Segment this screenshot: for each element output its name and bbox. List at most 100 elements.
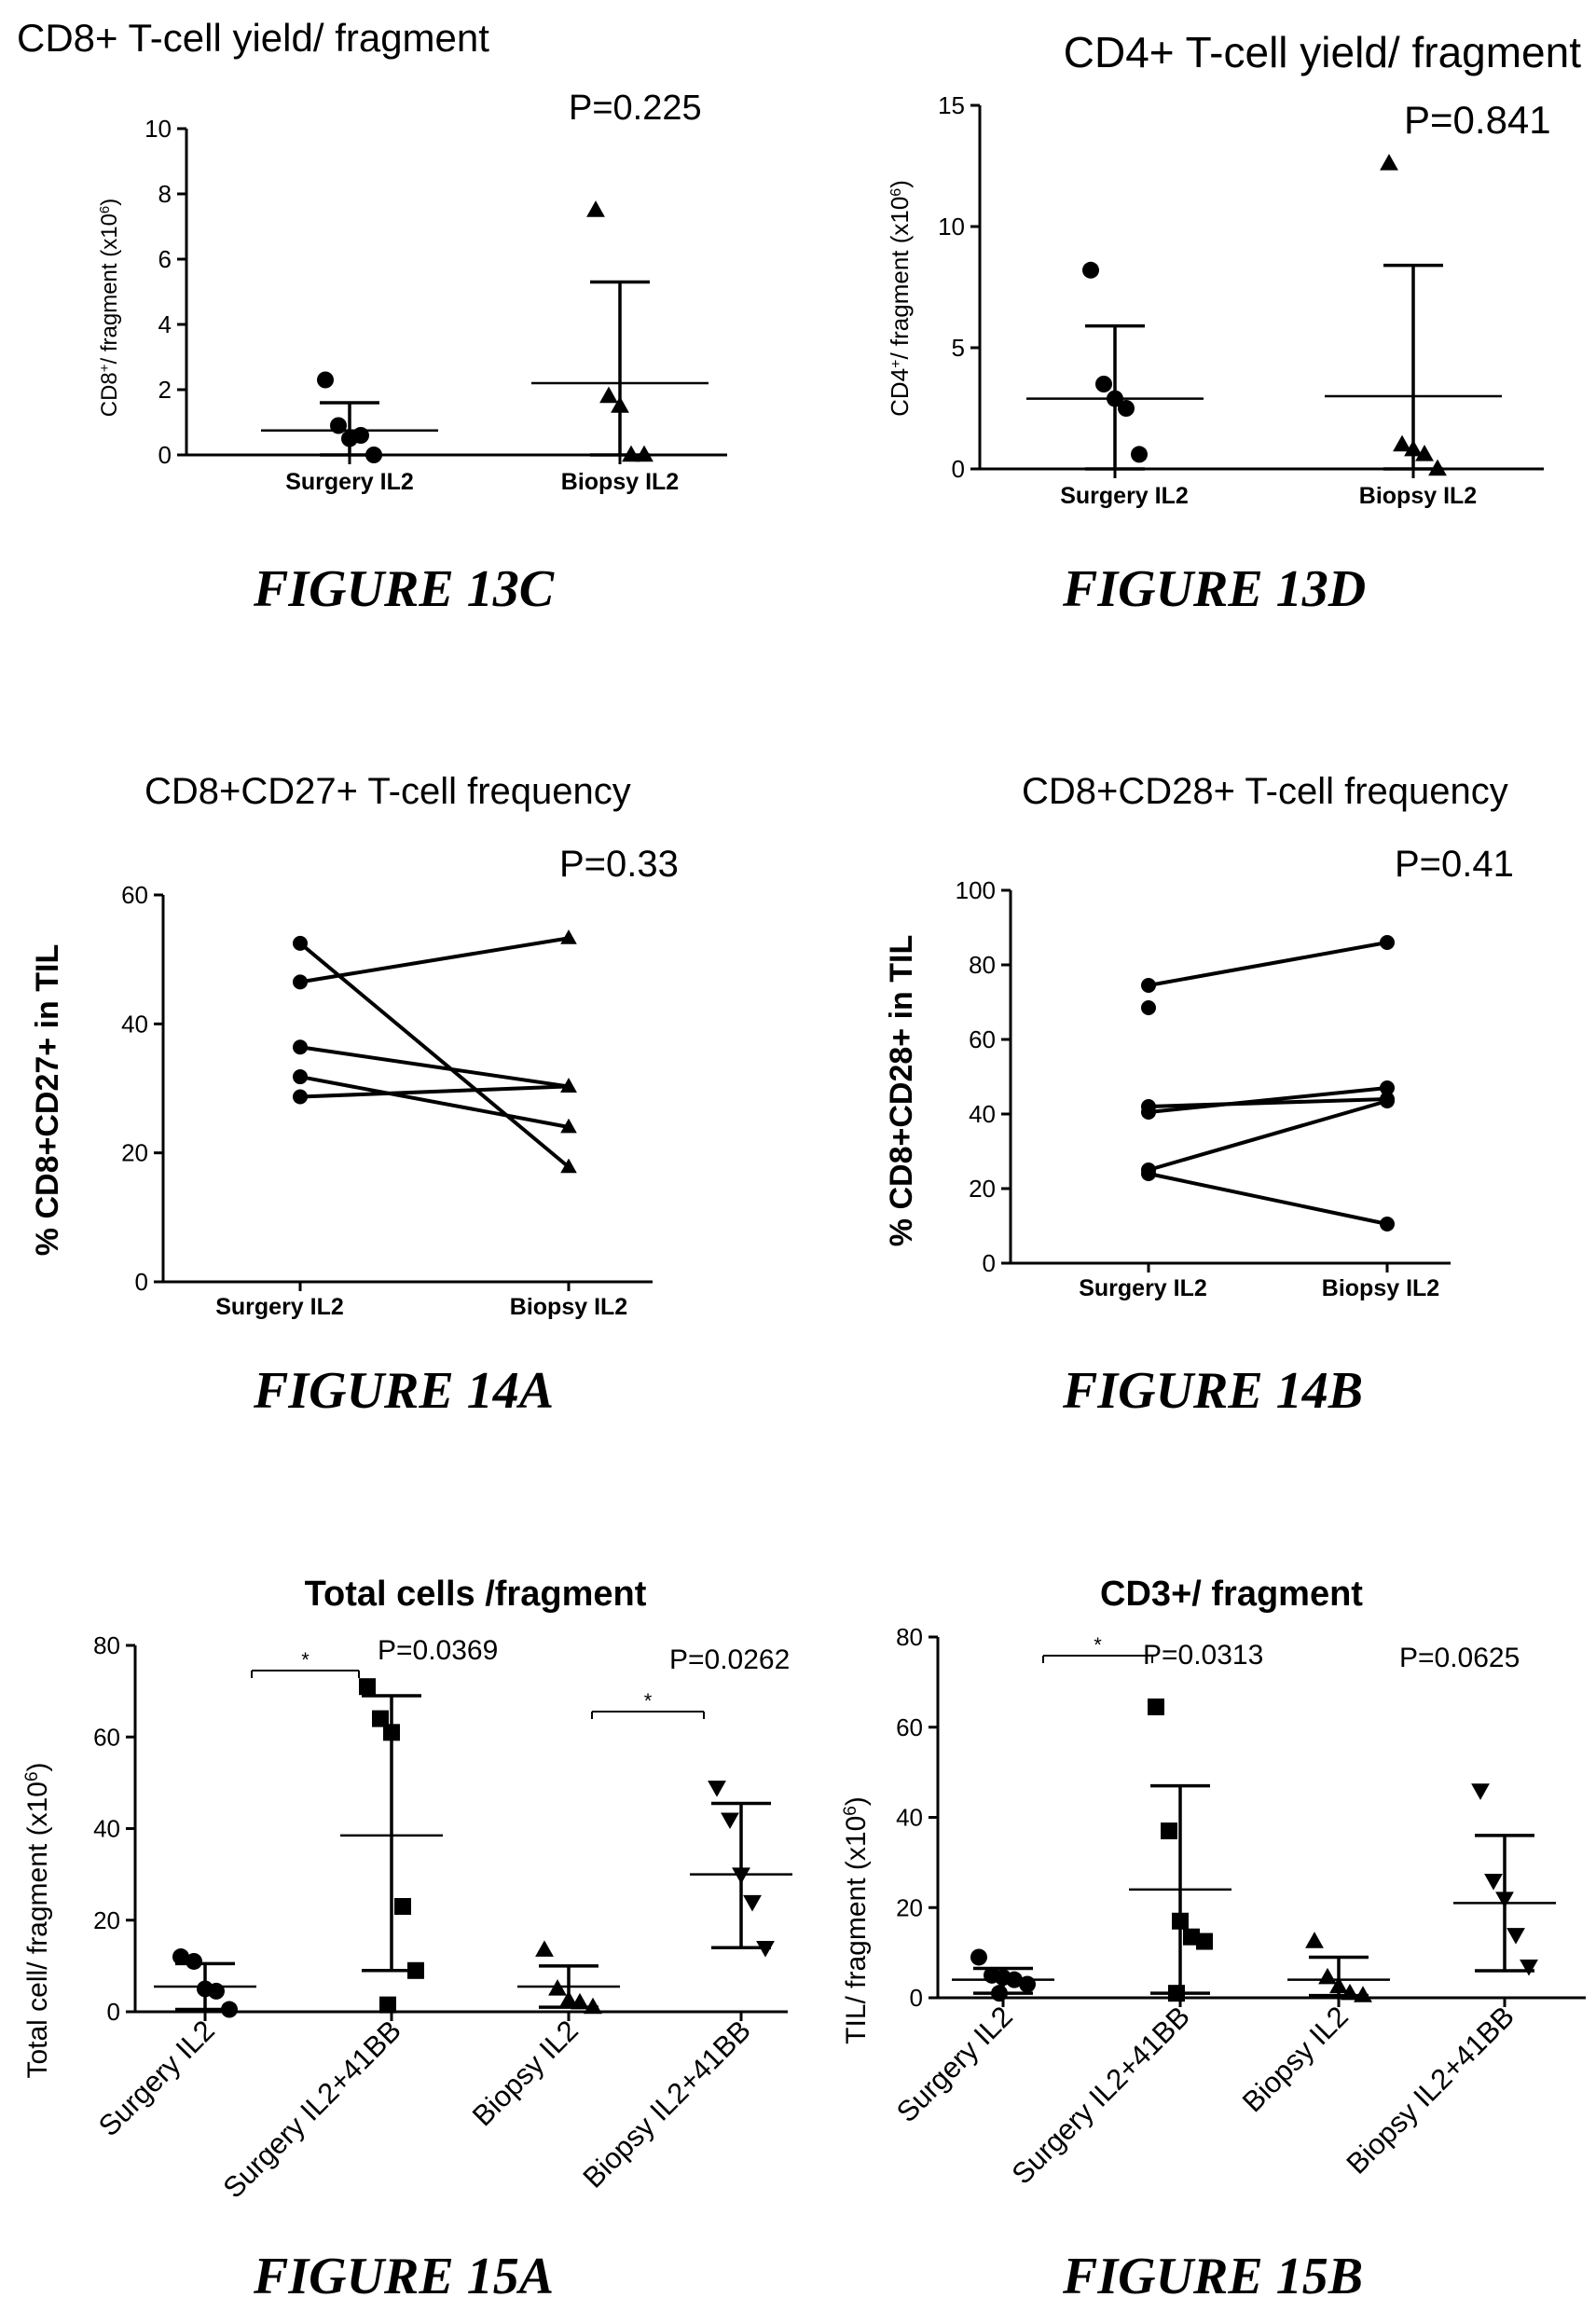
significance-star: * bbox=[301, 1648, 310, 1671]
y-tick-label: 20 bbox=[969, 1175, 996, 1203]
y-axis-label: Total cell/ fragment (x106) bbox=[22, 1762, 54, 2078]
data-point bbox=[1380, 935, 1395, 950]
data-point bbox=[560, 929, 577, 944]
data-point bbox=[586, 200, 605, 217]
panel-15b: CD3+/ fragment P=0.0313 P=0.0625 TIL/ fr… bbox=[798, 1548, 1596, 2275]
data-point bbox=[548, 1979, 567, 1996]
data-point bbox=[1196, 1933, 1213, 1950]
chart-13c: CD8+ T-cell yield/ fragment P=0.225 CD8+… bbox=[17, 16, 727, 495]
data-point bbox=[1318, 1967, 1337, 1985]
p-value: P=0.33 bbox=[559, 844, 679, 885]
p-value: P=0.0625 bbox=[1399, 1643, 1520, 1673]
data-point bbox=[1484, 1874, 1503, 1891]
chart-title: CD8+ T-cell yield/ fragment bbox=[17, 16, 489, 60]
y-tick-label: 40 bbox=[896, 1804, 923, 1832]
x-tick-label: Surgery IL2 bbox=[285, 469, 414, 495]
data-point bbox=[1183, 1928, 1200, 1946]
data-point bbox=[1380, 154, 1398, 171]
data-point bbox=[559, 1990, 578, 2007]
x-tick-label: Surgery IL2 bbox=[215, 1294, 344, 1320]
data-point bbox=[1495, 1891, 1514, 1908]
paired-line bbox=[298, 942, 571, 1169]
x-tick-label: Biopsy IL2+41BB bbox=[1340, 2000, 1520, 2180]
y-axis-label: CD4+/ fragment (x106) bbox=[886, 180, 914, 417]
data-point bbox=[1168, 1985, 1185, 2002]
data-point bbox=[1520, 1959, 1538, 1976]
x-tick-label: Surgery IL2+41BB bbox=[1005, 2000, 1195, 2190]
data-point bbox=[743, 1894, 762, 1912]
data-point bbox=[1095, 376, 1112, 392]
data-point bbox=[379, 1996, 396, 2014]
paired-line bbox=[1148, 1172, 1388, 1226]
data-point bbox=[372, 1710, 389, 1727]
y-tick-label: 40 bbox=[969, 1100, 996, 1128]
data-point bbox=[1161, 1823, 1177, 1840]
data-point bbox=[599, 386, 618, 404]
p-value: P=0.225 bbox=[569, 89, 702, 128]
data-point bbox=[365, 447, 382, 463]
x-tick-label: Biopsy IL2 bbox=[466, 2014, 585, 2132]
data-point bbox=[1118, 400, 1135, 417]
data-point bbox=[1305, 1932, 1324, 1948]
data-point bbox=[1148, 1698, 1164, 1715]
chart-title: Total cells /fragment bbox=[305, 1575, 647, 1614]
data-point bbox=[221, 2001, 238, 2018]
x-tick-label: Surgery IL2 bbox=[1079, 1275, 1207, 1301]
x-tick-label: Biopsy IL2 bbox=[1322, 1275, 1439, 1301]
y-axis-label: CD8+/ fragment (x106) bbox=[97, 199, 123, 418]
y-tick-label: 10 bbox=[144, 115, 172, 143]
y-tick-label: 0 bbox=[952, 455, 965, 483]
data-point bbox=[560, 1118, 577, 1134]
y-tick-label: 100 bbox=[956, 876, 996, 904]
panel-14b: CD8+CD28+ T-cell frequency P=0.41 % CD8+… bbox=[798, 727, 1596, 1380]
data-point bbox=[1131, 446, 1148, 463]
p-value: P=0.41 bbox=[1395, 844, 1514, 885]
data-point bbox=[293, 1089, 308, 1105]
figure-label: FIGURE 14A bbox=[254, 1362, 555, 1420]
paired-line bbox=[1148, 1097, 1388, 1108]
data-point bbox=[1329, 1976, 1348, 1994]
y-tick-label: 20 bbox=[93, 1906, 120, 1934]
x-tick-label: Biopsy IL2 bbox=[510, 1294, 627, 1320]
y-tick-label: 80 bbox=[896, 1623, 923, 1651]
y-tick-label: 5 bbox=[952, 334, 965, 362]
data-point bbox=[560, 1078, 577, 1093]
y-tick-label: 0 bbox=[135, 1268, 148, 1296]
y-tick-label: 60 bbox=[969, 1025, 996, 1053]
y-tick-label: 2 bbox=[158, 376, 172, 404]
x-tick-label: Biopsy IL2 bbox=[1236, 2000, 1355, 2118]
chart-title: CD8+CD27+ T-cell frequency bbox=[144, 771, 631, 812]
y-tick-label: 0 bbox=[910, 1984, 923, 2012]
y-tick-label: 80 bbox=[969, 951, 996, 979]
data-point bbox=[1006, 1971, 1023, 1988]
panel-15a: Total cells /fragment P=0.0369 P=0.0262 … bbox=[0, 1548, 798, 2275]
figure-label: FIGURE 13C bbox=[254, 560, 555, 618]
y-tick-label: 80 bbox=[93, 1631, 120, 1659]
y-tick-label: 20 bbox=[121, 1139, 148, 1167]
data-point bbox=[1107, 390, 1123, 407]
y-tick-label: 0 bbox=[983, 1249, 996, 1277]
p-value: P=0.841 bbox=[1404, 98, 1551, 142]
y-tick-label: 4 bbox=[158, 310, 172, 338]
y-tick-label: 20 bbox=[896, 1893, 923, 1921]
data-point bbox=[1141, 1105, 1156, 1120]
data-point bbox=[1415, 445, 1434, 461]
data-point bbox=[1380, 1217, 1395, 1231]
chart-title: CD4+ T-cell yield/ fragment bbox=[1064, 28, 1581, 76]
y-tick-label: 60 bbox=[896, 1713, 923, 1741]
data-point bbox=[383, 1724, 400, 1741]
y-tick-label: 40 bbox=[121, 1010, 148, 1038]
data-point bbox=[1082, 261, 1099, 279]
paired-line bbox=[1148, 941, 1388, 987]
data-point bbox=[1141, 1000, 1156, 1015]
x-tick-label: Biopsy IL2 bbox=[561, 469, 679, 495]
data-point bbox=[635, 445, 654, 462]
x-tick-label: Surgery IL2 bbox=[890, 2000, 1019, 2128]
panel-13d: CD4+ T-cell yield/ fragment P=0.841 CD4+… bbox=[798, 0, 1596, 653]
paired-line bbox=[1148, 1099, 1388, 1172]
data-point bbox=[708, 1781, 726, 1797]
significance-star: * bbox=[1094, 1633, 1102, 1657]
data-point bbox=[186, 1952, 202, 1970]
data-point bbox=[1507, 1928, 1525, 1945]
data-point bbox=[172, 1948, 189, 1966]
